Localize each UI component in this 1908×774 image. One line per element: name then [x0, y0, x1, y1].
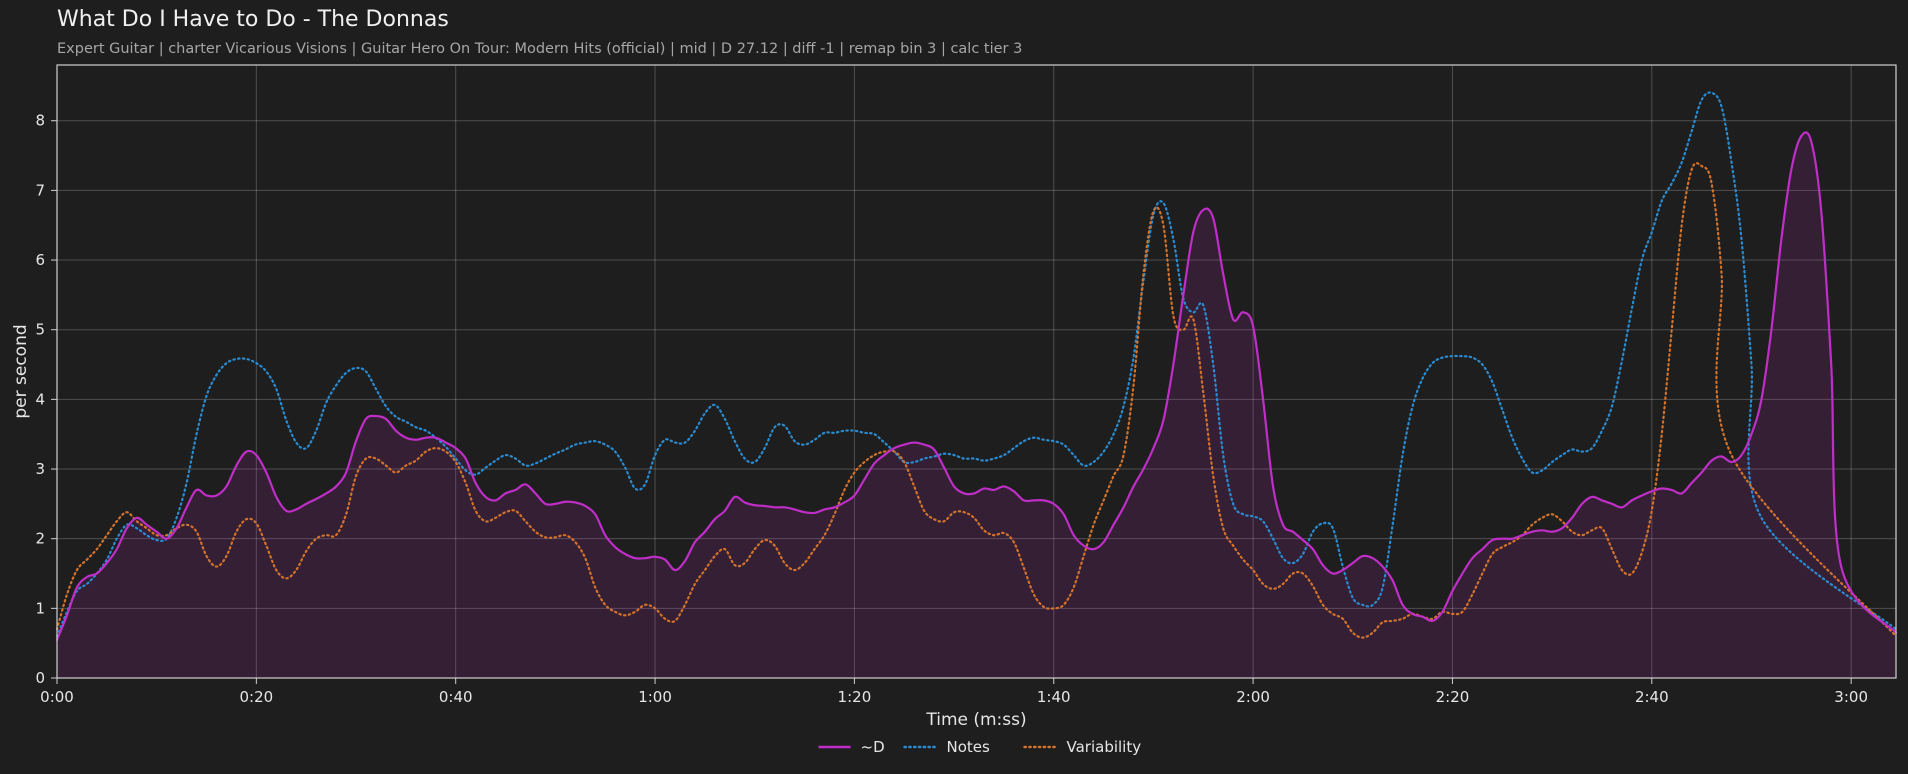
chart-subtitle: Expert Guitar | charter Vicarious Vision… [57, 41, 1023, 57]
x-tick-label: 2:20 [1436, 688, 1470, 706]
tick-layer: 0:00 0:20 0:40 1:00 1:20 1:40 2:00 2:20 2:40 3:00… [35, 112, 1868, 706]
x-tick-label: 0:20 [240, 688, 274, 706]
y-tick-label: 8 [35, 112, 45, 130]
x-tick-label: 2:40 [1635, 688, 1669, 706]
series-line-variability [55, 162, 1898, 639]
x-tick-label: 1:20 [838, 688, 872, 706]
y-tick-label: 3 [35, 460, 45, 478]
x-axis-label: Time (m:ss) [925, 710, 1026, 730]
x-tick-label: 1:40 [1037, 688, 1071, 706]
x-tick-label: 3:00 [1834, 688, 1868, 706]
y-tick-label: 5 [35, 321, 45, 339]
legend-label: ~D [861, 738, 885, 756]
legend-item: ~D [818, 738, 885, 756]
x-tick-label: 2:00 [1236, 688, 1270, 706]
y-tick-label: 2 [35, 530, 45, 548]
y-tick-label: 1 [35, 599, 45, 617]
chart-title: What Do I Have to Do - The Donnas [57, 7, 449, 32]
series-layer [55, 91, 1898, 641]
y-tick-label: 6 [35, 251, 45, 269]
x-tick-label: 1:00 [638, 688, 672, 706]
legend-label: Variability [1067, 738, 1142, 756]
x-tick-label: 0:40 [439, 688, 473, 706]
legend-item: Variability [1023, 738, 1142, 756]
legend-label: Notes [947, 738, 991, 756]
y-tick-label: 0 [35, 669, 45, 687]
legend: ~D Notes Variability [818, 738, 1142, 756]
y-axis-label: per second [11, 324, 31, 418]
series-area-fill [57, 132, 1896, 679]
y-tick-label: 7 [35, 181, 45, 199]
plot-background [57, 65, 1896, 678]
x-tick-label: 0:00 [40, 688, 74, 706]
series-line-d [55, 131, 1898, 641]
legend-item: Notes [903, 738, 991, 756]
plot-frame [56, 64, 1897, 679]
y-tick-label: 4 [35, 390, 45, 408]
series-line-notes [55, 91, 1898, 638]
fill-layer [57, 132, 1896, 679]
grid-layer [56, 65, 1896, 679]
